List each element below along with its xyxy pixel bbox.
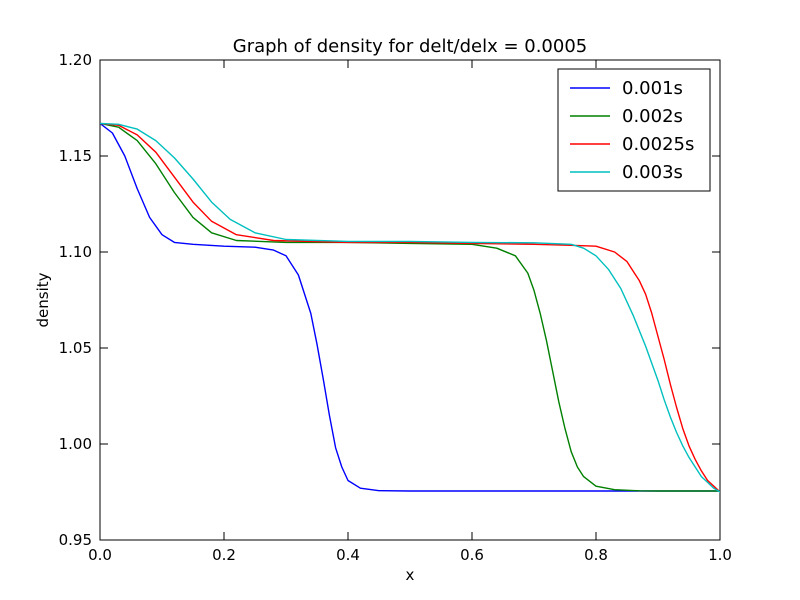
y-tick-label: 1.20 bbox=[59, 51, 92, 69]
y-tick-label: 1.10 bbox=[59, 243, 92, 261]
legend-label: 0.0025s bbox=[622, 134, 694, 155]
x-tick-label: 0.2 bbox=[212, 546, 236, 564]
plot-area bbox=[99, 59, 721, 541]
chart-title: Graph of density for delt/delx = 0.0005 bbox=[233, 36, 587, 57]
legend-label: 0.001s bbox=[622, 78, 683, 99]
series-line-0.0025s bbox=[100, 122, 720, 493]
legend: 0.001s 0.002s 0.0025s 0.003s bbox=[557, 68, 711, 192]
y-tick-label: 0.95 bbox=[59, 531, 92, 549]
legend-label: 0.002s bbox=[622, 106, 683, 127]
legend-box bbox=[557, 68, 711, 192]
series-line-0.001s bbox=[100, 122, 720, 492]
legend-label: 0.003s bbox=[622, 162, 683, 183]
y-axis: 0.95 1.00 1.05 1.10 1.15 1.20 bbox=[59, 51, 720, 549]
series-layer bbox=[100, 122, 720, 493]
x-tick-label: 0.4 bbox=[336, 546, 360, 564]
y-tick-label: 1.05 bbox=[59, 339, 92, 357]
x-tick-label: 0.8 bbox=[584, 546, 608, 564]
y-tick-label: 1.15 bbox=[59, 147, 92, 165]
series-line-0.002s bbox=[100, 122, 720, 492]
x-tick-label: 0.6 bbox=[460, 546, 484, 564]
x-tick-label: 0.0 bbox=[88, 546, 112, 564]
plot-frame bbox=[99, 59, 721, 541]
y-axis-label: density bbox=[34, 272, 52, 327]
y-tick-label: 1.00 bbox=[59, 435, 92, 453]
x-tick-label: 1.0 bbox=[708, 546, 732, 564]
series-line-0.003s bbox=[100, 122, 720, 493]
x-axis: 0.0 0.2 0.4 0.6 0.8 1.0 bbox=[88, 60, 732, 564]
x-axis-label: x bbox=[406, 566, 415, 584]
